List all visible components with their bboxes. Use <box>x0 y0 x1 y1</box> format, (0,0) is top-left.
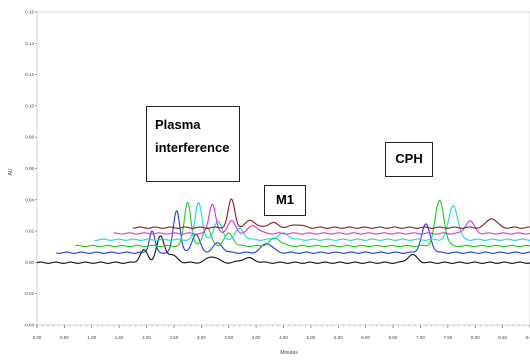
x-tick-label: 5.00 <box>307 335 316 340</box>
x-tick-label: 2.50 <box>170 335 179 340</box>
chromatogram-trace-6 <box>132 198 530 229</box>
x-axis-title: Minutes <box>280 350 298 356</box>
x-tick-label: 6.00 <box>361 335 370 340</box>
x-tick-label: 0.00 <box>33 335 42 340</box>
x-tick-label: 1.50 <box>115 335 124 340</box>
x-tick-label: 2.00 <box>142 335 151 340</box>
y-tick-label: -0.02 <box>24 291 35 296</box>
chromatogram-trace-3 <box>75 199 530 248</box>
x-tick-label: 7.50 <box>443 335 452 340</box>
y-tick-label: 0.06 <box>25 166 34 171</box>
x-tick-label: 5.50 <box>334 335 343 340</box>
y-tick-label: 0.02 <box>25 229 34 234</box>
chromatogram-trace-5 <box>113 203 530 235</box>
plasma-interference-label: Plasma interference <box>146 106 240 182</box>
x-tick-label: 4.50 <box>279 335 288 340</box>
y-tick-label: 0.12 <box>25 72 34 77</box>
y-tick-label: 0.10 <box>25 103 34 108</box>
y-tick-label: 0.16 <box>25 10 34 15</box>
chromatogram-trace-1 <box>36 235 530 264</box>
x-tick-label: 0.50 <box>60 335 69 340</box>
y-tick-label: 0.14 <box>25 41 34 46</box>
y-tick-label: 0.00 <box>25 260 34 265</box>
x-tick-label: 7.00 <box>416 335 425 340</box>
x-tick-label: 9.00 <box>526 335 530 340</box>
cph-peak-label: CPH <box>385 142 433 177</box>
x-tick-label: 6.50 <box>389 335 398 340</box>
x-tick-label: 8.00 <box>471 335 480 340</box>
chromatogram-trace-4 <box>94 201 530 241</box>
chromatogram-trace-2 <box>56 210 530 254</box>
x-tick-label: 4.00 <box>252 335 261 340</box>
y-tick-label: -0.04 <box>24 323 35 328</box>
y-axis-title: AU <box>8 168 14 175</box>
plot-frame <box>36 11 530 326</box>
x-tick-label: 8.50 <box>498 335 507 340</box>
m1-peak-label: M1 <box>264 185 306 216</box>
x-tick-label: 3.00 <box>197 335 206 340</box>
y-tick-label: 0.08 <box>25 135 34 140</box>
x-tick-label: 3.50 <box>224 335 233 340</box>
y-tick-label: 0.04 <box>25 197 34 202</box>
x-tick-label: 1.00 <box>87 335 96 340</box>
